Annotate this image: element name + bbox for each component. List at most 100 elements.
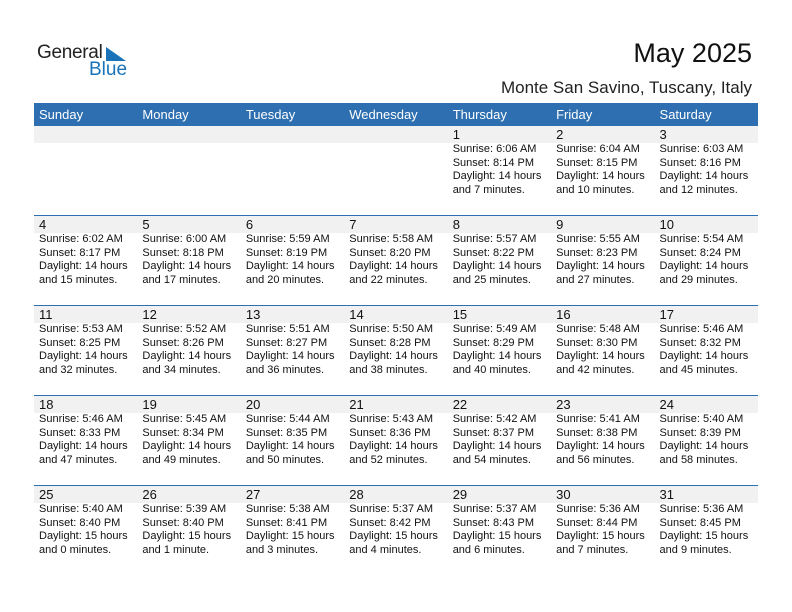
weekday-friday: Friday <box>556 107 593 122</box>
daylight-minutes-text: and 42 minutes. <box>556 363 635 376</box>
day-number: 8 <box>452 217 460 232</box>
daylight-text: Daylight: 14 hours <box>556 260 645 272</box>
sunrise-text: Sunrise: 6:03 AM <box>659 143 744 155</box>
daylight-text: Daylight: 15 hours <box>349 530 438 542</box>
sunrise-text: Sunrise: 5:54 AM <box>659 233 744 245</box>
date-band <box>34 486 758 503</box>
logo-triangle-icon <box>106 47 126 61</box>
sunset-text: Sunset: 8:17 PM <box>39 246 121 259</box>
daylight-text: Daylight: 14 hours <box>452 260 542 272</box>
daylight-minutes-text: and 7 minutes. <box>556 543 629 556</box>
sunrise-text: Sunrise: 5:36 AM <box>659 503 744 515</box>
day-cell: 26 Sunrise: 5:39 AM Sunset: 8:40 PM Dayligh… <box>137 486 240 557</box>
daylight-text: Daylight: 14 hours <box>659 260 749 272</box>
weekday-monday: Monday <box>142 107 189 122</box>
day-cell: 1 Sunrise: 6:06 AM Sunset: 8:14 PM Daylight… <box>448 126 551 197</box>
day-number: 10 <box>659 217 674 232</box>
day-number: 23 <box>556 397 571 412</box>
sunset-text: Sunset: 8:27 PM <box>245 336 328 349</box>
sunset-text: Sunset: 8:24 PM <box>659 246 741 259</box>
page-title: May 2025 <box>633 38 752 68</box>
logo-text-general: General <box>37 42 103 63</box>
weekday-tuesday: Tuesday <box>245 107 296 122</box>
day-cell: 8 Sunrise: 5:57 AM Sunset: 8:22 PM Daylight… <box>448 216 551 287</box>
weekday-wednesday: Wednesday <box>349 107 418 122</box>
week-row: 1 Sunrise: 6:06 AM Sunset: 8:14 PM Daylight… <box>34 126 758 216</box>
sunrise-text: Sunrise: 5:59 AM <box>245 233 330 245</box>
empty-cell <box>34 126 137 197</box>
day-number: 28 <box>349 487 364 502</box>
day-cell: 13 Sunrise: 5:51 AM Sunset: 8:27 PM Dayligh… <box>241 306 344 377</box>
day-number: 25 <box>39 487 54 502</box>
sunset-text: Sunset: 8:42 PM <box>349 516 431 529</box>
day-cell: 21 Sunrise: 5:43 AM Sunset: 8:36 PM Dayligh… <box>344 396 447 467</box>
day-number: 27 <box>245 487 261 502</box>
sunset-text: Sunset: 8:33 PM <box>39 426 121 439</box>
day-number: 15 <box>452 307 468 322</box>
day-number: 2 <box>556 127 564 142</box>
sunrise-text: Sunrise: 5:57 AM <box>452 233 537 245</box>
daylight-minutes-text: and 49 minutes. <box>142 453 221 466</box>
daylight-minutes-text: and 6 minutes. <box>452 543 525 556</box>
sunset-text: Sunset: 8:36 PM <box>349 426 431 439</box>
daylight-minutes-text: and 12 minutes. <box>659 183 738 196</box>
location: Monte San Savino, Tuscany, Italy <box>500 78 752 97</box>
week-row: 11 Sunrise: 5:53 AM Sunset: 8:25 PM Dayligh… <box>34 306 758 396</box>
weekday-saturday: Saturday <box>659 107 712 122</box>
day-cell: 2 Sunrise: 6:04 AM Sunset: 8:15 PM Daylight… <box>551 126 654 197</box>
daylight-minutes-text: and 9 minutes. <box>659 543 732 556</box>
sunset-text: Sunset: 8:39 PM <box>659 426 741 439</box>
day-number: 7 <box>349 217 357 232</box>
day-number: 6 <box>245 217 254 232</box>
sunset-text: Sunset: 8:15 PM <box>556 156 638 169</box>
sunrise-text: Sunrise: 5:41 AM <box>556 413 640 425</box>
sunrise-text: Sunrise: 5:43 AM <box>349 413 434 425</box>
sunset-text: Sunset: 8:44 PM <box>556 516 638 529</box>
sunset-text: Sunset: 8:38 PM <box>556 426 638 439</box>
sunset-text: Sunset: 8:26 PM <box>142 336 224 349</box>
day-number: 18 <box>39 397 54 412</box>
sunset-text: Sunset: 8:23 PM <box>556 246 638 259</box>
sunrise-text: Sunrise: 5:40 AM <box>39 503 123 515</box>
daylight-minutes-text: and 45 minutes. <box>659 363 738 376</box>
day-number: 11 <box>39 307 53 322</box>
day-number: 12 <box>142 307 157 322</box>
sunrise-text: Sunrise: 5:58 AM <box>349 233 434 245</box>
daylight-minutes-text: and 52 minutes. <box>349 453 428 466</box>
sunrise-text: Sunrise: 5:50 AM <box>349 323 434 335</box>
day-number: 31 <box>659 487 674 502</box>
day-number: 3 <box>659 127 667 142</box>
sunrise-text: Sunrise: 5:45 AM <box>142 413 227 425</box>
daylight-minutes-text: and 58 minutes. <box>659 453 738 466</box>
daylight-text: Daylight: 14 hours <box>142 260 232 272</box>
daylight-minutes-text: and 27 minutes. <box>556 273 635 286</box>
daylight-minutes-text: and 15 minutes. <box>39 273 118 286</box>
daylight-text: Daylight: 14 hours <box>39 350 128 362</box>
day-cell: 28 Sunrise: 5:37 AM Sunset: 8:42 PM Dayligh… <box>344 486 447 557</box>
sunrise-text: Sunrise: 5:49 AM <box>452 323 537 335</box>
sunset-text: Sunset: 8:18 PM <box>142 246 224 259</box>
sunrise-text: Sunrise: 5:39 AM <box>142 503 227 515</box>
day-number: 5 <box>142 217 150 232</box>
daylight-minutes-text: and 29 minutes. <box>659 273 738 286</box>
empty-cell <box>344 126 447 197</box>
day-cell: 16 Sunrise: 5:48 AM Sunset: 8:30 PM Dayligh… <box>551 306 654 377</box>
daylight-minutes-text: and 10 minutes. <box>556 183 635 196</box>
day-cell: 17 Sunrise: 5:46 AM Sunset: 8:32 PM Dayligh… <box>655 306 758 377</box>
day-number: 26 <box>142 487 157 502</box>
sunrise-text: Sunrise: 6:00 AM <box>142 233 227 245</box>
day-number: 16 <box>556 307 571 322</box>
day-cell: 29 Sunrise: 5:37 AM Sunset: 8:43 PM Dayligh… <box>448 486 551 557</box>
day-cell: 15 Sunrise: 5:49 AM Sunset: 8:29 PM Dayligh… <box>448 306 551 377</box>
sunset-text: Sunset: 8:41 PM <box>245 516 328 529</box>
daylight-text: Daylight: 14 hours <box>39 260 128 272</box>
day-cell: 25 Sunrise: 5:40 AM Sunset: 8:40 PM Dayligh… <box>34 486 137 557</box>
sunset-text: Sunset: 8:32 PM <box>659 336 741 349</box>
daylight-text: Daylight: 14 hours <box>659 440 749 452</box>
sunset-text: Sunset: 8:22 PM <box>452 246 535 259</box>
day-cell: 6 Sunrise: 5:59 AM Sunset: 8:19 PM Daylight… <box>241 216 344 287</box>
day-number: 29 <box>452 487 468 502</box>
daylight-text: Daylight: 14 hours <box>39 440 128 452</box>
sunset-text: Sunset: 8:29 PM <box>452 336 535 349</box>
date-band <box>34 306 758 323</box>
